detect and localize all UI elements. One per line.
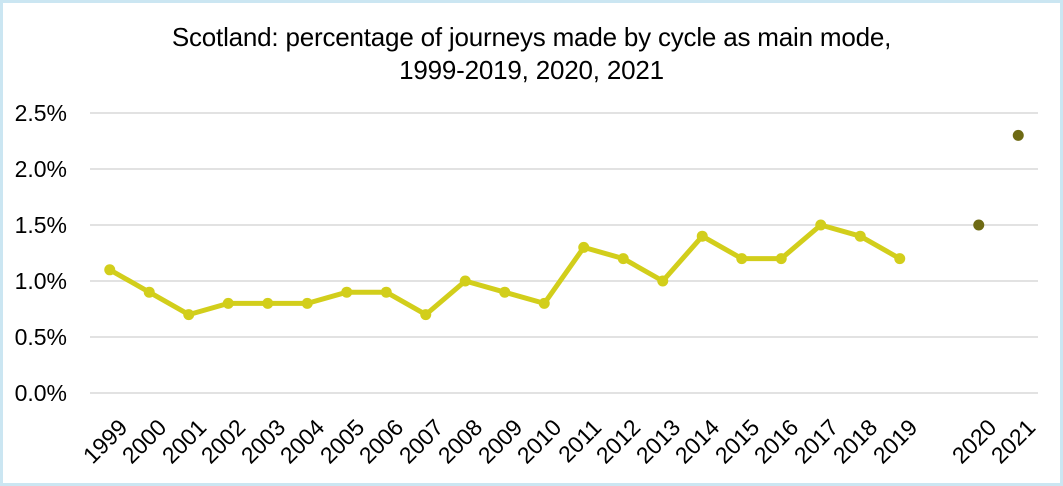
data-point-marker bbox=[775, 253, 787, 265]
data-point-marker bbox=[104, 264, 116, 276]
chart-title-line2: 1999-2019, 2020, 2021 bbox=[399, 55, 664, 85]
data-point-marker bbox=[301, 297, 313, 309]
y-tick-label: 2.0% bbox=[14, 156, 67, 182]
data-point-marker bbox=[143, 286, 155, 298]
data-point-marker bbox=[617, 253, 629, 265]
y-tick-label: 1.5% bbox=[14, 212, 67, 238]
data-point-marker bbox=[973, 219, 985, 231]
y-tick-label: 0.0% bbox=[14, 380, 67, 406]
data-point-marker bbox=[183, 309, 195, 321]
data-point-marker bbox=[380, 286, 392, 298]
data-point-marker bbox=[459, 275, 471, 287]
data-point-marker bbox=[538, 297, 550, 309]
data-point-marker bbox=[894, 253, 906, 265]
y-tick-label: 1.0% bbox=[14, 268, 67, 294]
chart-title: Scotland: percentage of journeys made by… bbox=[0, 21, 1063, 87]
data-point-marker bbox=[815, 219, 827, 231]
data-point-marker bbox=[578, 241, 590, 253]
data-point-marker bbox=[696, 230, 708, 242]
data-point-marker bbox=[222, 297, 234, 309]
chart-title-line1: Scotland: percentage of journeys made by… bbox=[171, 22, 892, 52]
data-point-marker bbox=[341, 286, 353, 298]
data-point-marker bbox=[854, 230, 866, 242]
y-tick-label: 2.5% bbox=[14, 100, 67, 126]
data-point-marker bbox=[736, 253, 748, 265]
data-point-marker bbox=[657, 275, 669, 287]
data-point-marker bbox=[1012, 129, 1024, 141]
data-point-marker bbox=[262, 297, 274, 309]
y-tick-label: 0.5% bbox=[14, 324, 67, 350]
data-point-marker bbox=[499, 286, 511, 298]
data-point-marker bbox=[420, 309, 432, 321]
